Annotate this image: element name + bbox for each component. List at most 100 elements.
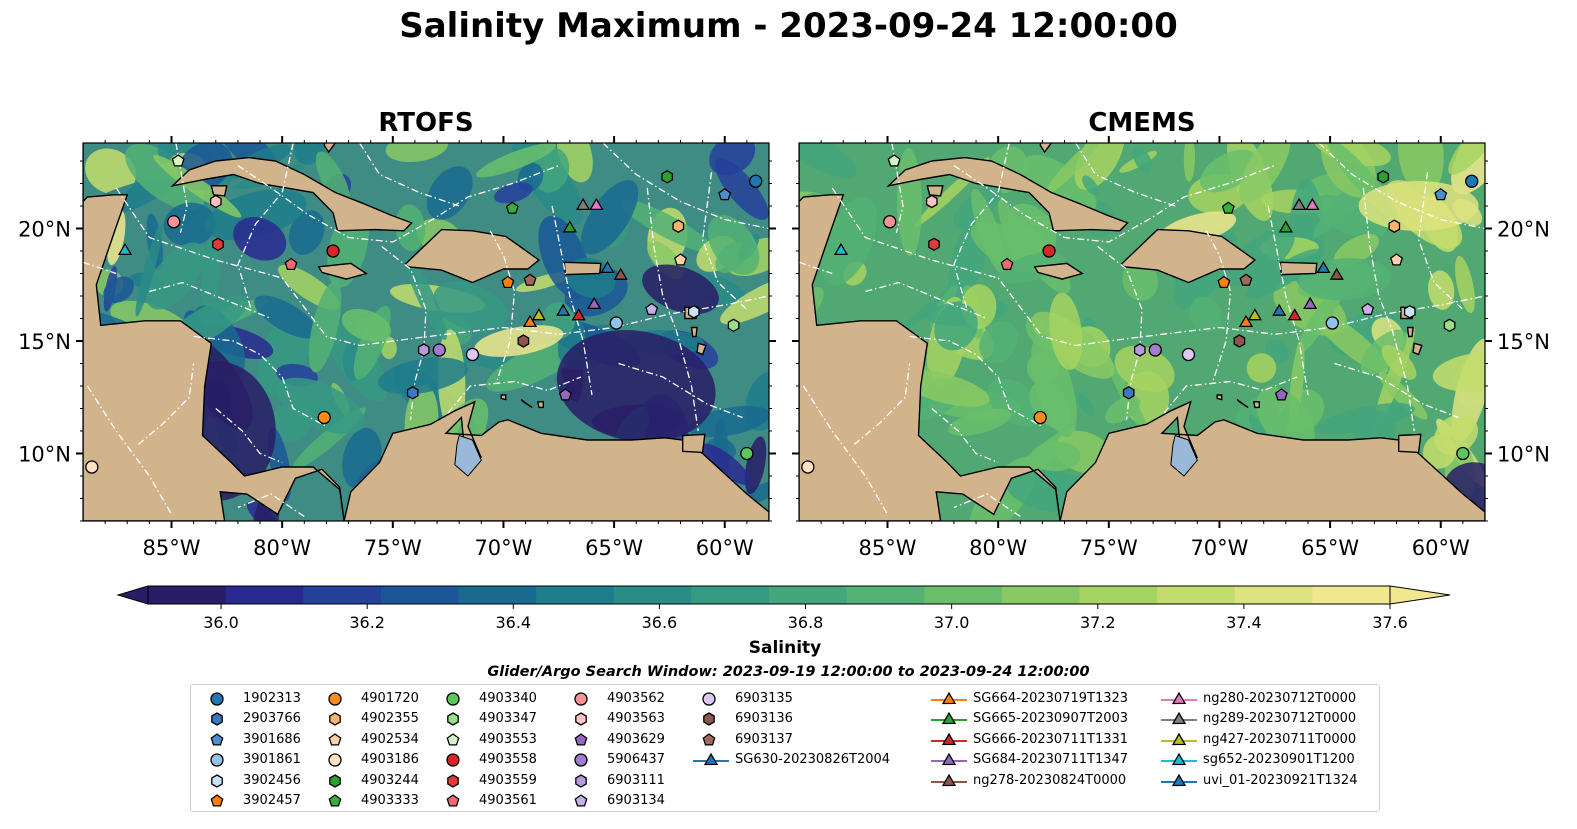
- legend-triangle: [941, 732, 957, 745]
- legend-circle: [574, 753, 588, 767]
- marker-SG664-20230719T1323: [522, 314, 538, 328]
- land-polygon: [696, 342, 707, 356]
- legend-marker-icon: [931, 773, 967, 786]
- marker-SG630-20230826T2004: [600, 260, 615, 274]
- colorbar-label: Salinity: [749, 638, 822, 658]
- marker-4903347: [727, 318, 740, 333]
- legend-marker-icon: [1161, 773, 1197, 786]
- salinity-patch: [1239, 143, 1291, 203]
- colorbar-swatch: [303, 586, 382, 604]
- colorbar-tick-label: 36.0: [203, 613, 239, 632]
- lon-tick-label: 75°W: [1080, 536, 1138, 560]
- marker-ng289-20230712T0000: [1291, 197, 1307, 211]
- colorbar-extend-low: [116, 585, 149, 605]
- eez-boundary: [359, 143, 460, 207]
- legend-marker-icon: [329, 712, 341, 727]
- legend-label: 3901861: [243, 752, 301, 768]
- legend-marker-icon: [574, 732, 588, 746]
- colorbar-swatch: [148, 586, 227, 604]
- salinity-patch: [201, 239, 220, 318]
- eez-boundary: [831, 187, 1485, 347]
- legend-hexagon: [575, 773, 587, 788]
- land-polygon: [799, 143, 1061, 521]
- eez-boundary: [115, 187, 769, 347]
- colorbar-swatch: [536, 586, 615, 604]
- marker-ng427-20230711T0000: [1247, 308, 1262, 321]
- lon-tick-label: 65°W: [585, 536, 643, 560]
- map-panels: 85°W 80°W 75°W 70°W 65°W 60°W20°N15°N10°N85°W…: [18, 136, 1550, 560]
- marker-ng289-20230712T0000: [575, 197, 591, 211]
- legend-label: 5906437: [607, 752, 665, 768]
- land-polygon: [1236, 398, 1249, 409]
- legend-triangle: [941, 691, 957, 705]
- salinity-patch: [1133, 147, 1152, 173]
- marker-6903135: [465, 347, 480, 362]
- legend-label: ng278-20230824T0000: [973, 772, 1127, 788]
- land-polygon: [83, 143, 345, 521]
- legend-label: 4903563: [607, 711, 665, 727]
- legend-marker-icon: [702, 692, 716, 706]
- salinity-patch: [405, 256, 447, 340]
- salinity-patch: [125, 143, 205, 211]
- legend-label: ng289-20230712T0000: [1203, 711, 1357, 727]
- salinity-patch: [146, 242, 206, 310]
- land-polygon: [690, 326, 698, 338]
- salinity-patch: [971, 188, 1006, 274]
- land-polygon: [886, 156, 1129, 232]
- legend-pentagon: [328, 794, 342, 807]
- legend-label: 6903135: [735, 691, 793, 706]
- legend-hexagon: [703, 712, 715, 727]
- colorbar-tick-label: 36.6: [642, 613, 678, 632]
- marker-6903111: [1133, 343, 1146, 357]
- legend-label: 4903561: [479, 793, 537, 808]
- legend-label: 4902355: [361, 711, 419, 727]
- salinity-patch: [1225, 228, 1295, 286]
- marker-4903558: [1042, 244, 1056, 258]
- salinity-patch: [1246, 353, 1277, 383]
- eez-boundary: [137, 363, 195, 445]
- salinity-patch: [85, 148, 136, 195]
- eez-boundary: [193, 335, 327, 428]
- eez-boundary: [953, 493, 1021, 518]
- marker-6903134: [1361, 302, 1375, 316]
- legend-marker-icon: [328, 794, 342, 807]
- legend-circle: [210, 753, 224, 767]
- salinity-patch: [556, 330, 716, 442]
- marker-4903629: [1274, 388, 1288, 401]
- salinity-patch: [1189, 296, 1222, 333]
- legend-marker-icon: [1161, 712, 1197, 725]
- salinity-patch: [433, 281, 507, 332]
- marker-6903135: [1181, 347, 1196, 362]
- marker-ng280-20230712T0000: [1305, 197, 1320, 211]
- marker-4903561: [1000, 257, 1014, 271]
- land-polygon: [210, 185, 228, 197]
- land-polygon: [682, 433, 706, 454]
- land-polygon: [343, 400, 769, 521]
- land-polygon: [1406, 326, 1414, 338]
- marker-4903340: [1456, 446, 1470, 461]
- colorbar-swatch: [225, 586, 304, 604]
- land-polygon: [1397, 433, 1422, 454]
- lon-tick-label: 85°W: [859, 536, 917, 560]
- salinity-patch: [1105, 395, 1141, 424]
- legend-label: 4901720: [361, 691, 419, 706]
- salinity-patch: [699, 443, 751, 485]
- legend-label: 4903553: [479, 731, 537, 747]
- marker-sg652-20230901T1200: [833, 242, 849, 256]
- legend-marker-icon: [703, 712, 715, 727]
- marker-4903347: [1443, 318, 1456, 333]
- legend-marker-icon: [574, 753, 588, 767]
- marker-4903333: [1221, 201, 1235, 214]
- land-polygon: [563, 261, 602, 276]
- legend-label: 4902534: [361, 731, 419, 747]
- marker-4903561: [284, 257, 298, 271]
- legend-label: 3902457: [243, 793, 301, 808]
- legend-marker-icon: [446, 753, 460, 767]
- salinity-patch: [157, 143, 174, 164]
- land-polygon: [926, 185, 944, 197]
- legend-marker-icon: [931, 712, 967, 725]
- salinity-patch: [1077, 392, 1094, 417]
- eez-boundary: [86, 385, 173, 515]
- lon-tick-label: 70°W: [1190, 536, 1248, 560]
- legend-label: ng427-20230711T0000: [1203, 731, 1357, 747]
